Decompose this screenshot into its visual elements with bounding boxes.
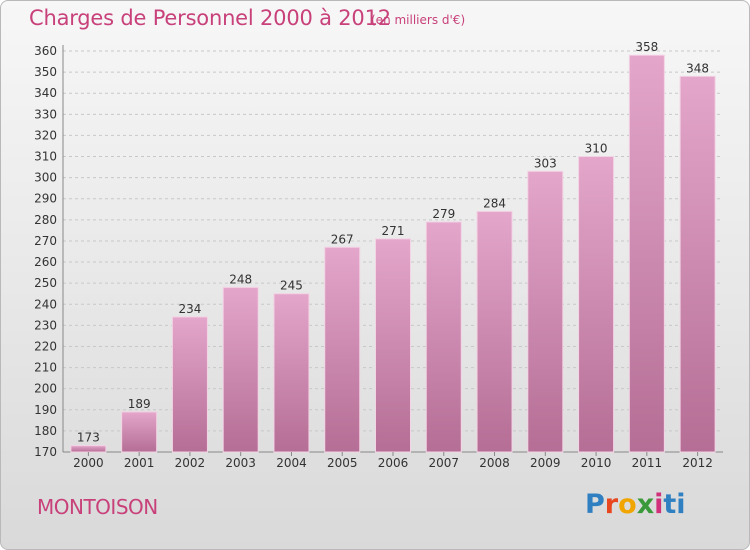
- x-tick-label: 2007: [428, 456, 459, 470]
- bar-value-label: 358: [635, 40, 658, 54]
- bar-value-label: 248: [229, 272, 252, 286]
- x-tick-label: 2011: [632, 456, 663, 470]
- bar: [628, 54, 665, 453]
- bar: [476, 210, 513, 453]
- x-tick-label: 2004: [276, 456, 307, 470]
- y-tick-label: 210: [34, 361, 57, 375]
- y-tick-label: 170: [34, 445, 57, 459]
- y-tick-label: 310: [34, 150, 57, 164]
- x-tick-label: 2012: [682, 456, 713, 470]
- x-tick-label: 2006: [378, 456, 409, 470]
- bar-value-label: 267: [331, 232, 354, 246]
- x-tick-label: 2001: [124, 456, 155, 470]
- y-tick-label: 330: [34, 107, 57, 121]
- proxiti-logo: Proxiti: [585, 489, 686, 520]
- x-tick-label: 2000: [73, 456, 104, 470]
- bar: [375, 238, 411, 453]
- town-name: MONTOISON: [37, 495, 158, 519]
- y-tick-label: 200: [34, 382, 57, 396]
- y-tick-label: 230: [34, 318, 57, 332]
- y-tick-label: 320: [34, 128, 57, 142]
- bar: [679, 75, 716, 453]
- y-tick-label: 180: [34, 424, 57, 438]
- x-tick-label: 2008: [479, 456, 510, 470]
- bar: [222, 286, 259, 453]
- bar: [273, 293, 310, 453]
- y-tick-label: 280: [34, 213, 57, 227]
- bar-value-label: 234: [178, 302, 201, 316]
- bar: [425, 221, 462, 453]
- y-tick-label: 250: [34, 276, 57, 290]
- bar-value-label: 310: [585, 142, 608, 156]
- bar-value-label: 279: [432, 207, 455, 221]
- x-tick-label: 2010: [581, 456, 612, 470]
- y-tick-label: 240: [34, 297, 57, 311]
- x-tick-label: 2009: [530, 456, 561, 470]
- y-tick-label: 340: [34, 86, 57, 100]
- chart-subtitle: (en milliers d'€): [371, 13, 466, 27]
- y-tick-label: 350: [34, 65, 57, 79]
- bar-value-label: 303: [534, 156, 557, 170]
- bar: [527, 170, 564, 453]
- bar: [70, 445, 107, 453]
- y-tick-label: 290: [34, 192, 57, 206]
- chart-title: Charges de Personnel 2000 à 2012: [29, 6, 391, 30]
- y-tick-label: 260: [34, 255, 57, 269]
- y-tick-label: 190: [34, 403, 57, 417]
- bar-value-label: 271: [382, 224, 405, 238]
- bar-value-label: 173: [77, 431, 100, 445]
- y-tick-label: 270: [34, 234, 57, 248]
- x-tick-label: 2003: [225, 456, 256, 470]
- y-tick-label: 300: [34, 171, 57, 185]
- bar-value-label: 189: [128, 397, 151, 411]
- x-tick-label: 2002: [175, 456, 206, 470]
- bar-value-label: 245: [280, 279, 303, 293]
- y-tick-label: 360: [34, 44, 57, 58]
- bar-value-label: 348: [686, 61, 709, 75]
- bar: [324, 246, 361, 453]
- bar: [578, 156, 615, 453]
- y-tick-label: 220: [34, 339, 57, 353]
- bar-value-label: 284: [483, 196, 506, 210]
- bar: [121, 411, 158, 453]
- bar: [171, 316, 208, 453]
- x-tick-label: 2005: [327, 456, 358, 470]
